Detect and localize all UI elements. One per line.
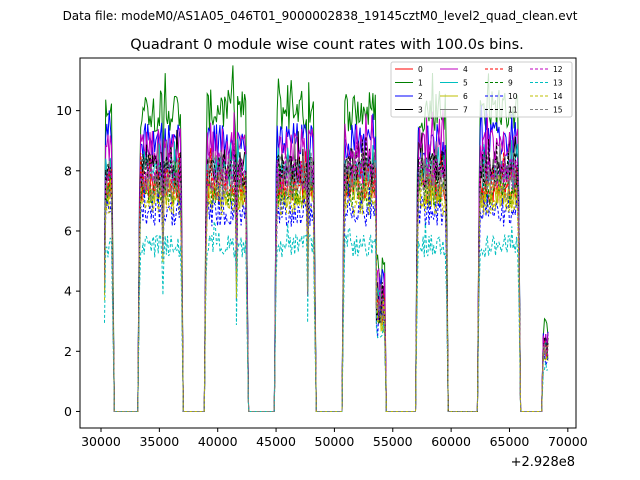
y-tick-label: 4 <box>64 284 72 299</box>
x-tick-label: 50000 <box>315 434 355 449</box>
x-tick-label: 65000 <box>490 434 530 449</box>
y-tick-label: 8 <box>64 163 72 178</box>
axes-layer: 30000 35000 40000 45000 50000 55000 60000 65000… <box>56 103 588 449</box>
series-line-13 <box>104 221 549 412</box>
y-tick-label: 10 <box>56 103 72 118</box>
legend-label-4: 4 <box>463 65 468 74</box>
legend-label-2: 2 <box>418 92 423 101</box>
chart-suptitle: Data file: modeM0/AS1A05_046T01_90000028… <box>63 9 578 23</box>
x-tick-label: 40000 <box>198 434 238 449</box>
y-tick-label: 2 <box>64 344 72 359</box>
x-tick-label: 30000 <box>81 434 121 449</box>
series-line-6 <box>104 163 549 412</box>
legend-label-5: 5 <box>463 79 468 88</box>
series-line-15 <box>104 151 549 412</box>
legend-label-14: 14 <box>553 92 563 101</box>
series-line-10 <box>104 182 549 412</box>
x-tick-label: 55000 <box>373 434 413 449</box>
legend-label-1: 1 <box>418 79 423 88</box>
x-offset-label: +2.928e8 <box>511 455 575 470</box>
legend-label-9: 9 <box>508 79 513 88</box>
legend-label-13: 13 <box>553 79 563 88</box>
legend-label-10: 10 <box>508 92 518 101</box>
x-tick-label: 35000 <box>139 434 179 449</box>
series-line-14 <box>104 169 549 412</box>
y-tick-label: 0 <box>64 404 72 419</box>
chart-title: Quadrant 0 module wise count rates with … <box>130 37 524 53</box>
legend-label-11: 11 <box>508 106 518 115</box>
plot-frame <box>79 57 577 429</box>
legend-label-0: 0 <box>418 65 423 74</box>
legend-label-12: 12 <box>553 65 563 74</box>
legend-label-8: 8 <box>508 65 513 74</box>
legend-label-15: 15 <box>553 106 563 115</box>
legend-label-6: 6 <box>463 92 468 101</box>
x-tick-label: 60000 <box>431 434 471 449</box>
x-tick-label: 70000 <box>548 434 588 449</box>
series-layer <box>104 65 549 412</box>
legend-label-7: 7 <box>463 106 468 115</box>
y-tick-label: 6 <box>64 223 72 238</box>
legend-box <box>390 61 573 118</box>
legend-label-3: 3 <box>418 106 423 115</box>
x-tick-label: 45000 <box>256 434 296 449</box>
series-line-9 <box>104 160 549 412</box>
